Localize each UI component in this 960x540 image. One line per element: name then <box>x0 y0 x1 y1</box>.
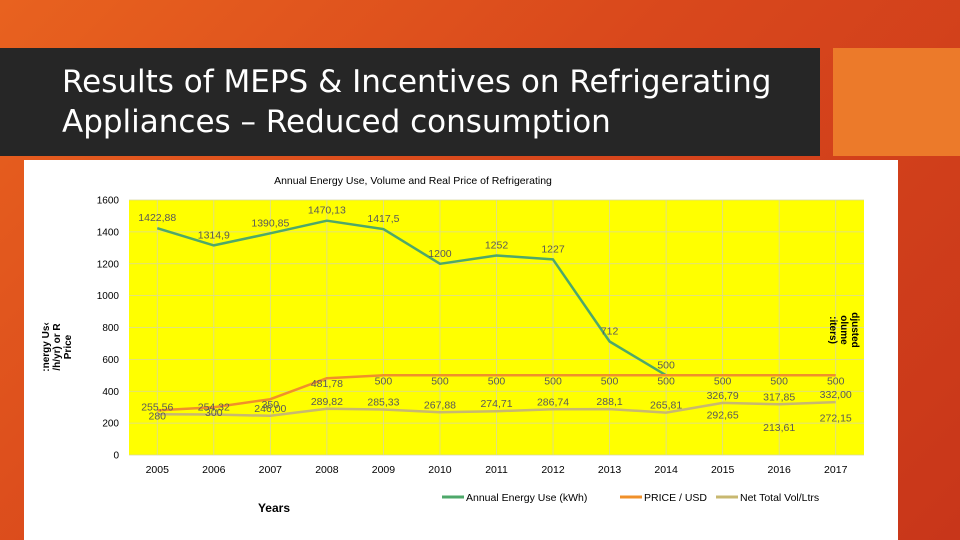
data-label: 500 <box>770 375 788 387</box>
x-tick-label: 2016 <box>768 464 792 476</box>
data-labels: 1422,88 1314,9 1390,85 1470,13 1417,5 1200 125… <box>138 205 852 434</box>
data-label: 1200 <box>428 248 452 260</box>
price-line <box>157 374 836 412</box>
data-label: 500 <box>657 359 675 371</box>
x-tick-label: 2017 <box>824 464 848 476</box>
x-tick-label: 2012 <box>541 464 565 476</box>
data-label: 1422,88 <box>138 212 176 224</box>
x-tick-label: 2006 <box>202 464 226 476</box>
x-tick-label: 2014 <box>654 464 678 476</box>
data-label: 292,65 <box>707 409 739 421</box>
title-band <box>0 48 820 156</box>
x-tick-label: 2011 <box>485 464 508 476</box>
data-label: 286,74 <box>537 396 569 408</box>
x-tick-label: 2007 <box>259 464 283 476</box>
chart-title: Annual Energy Use, Volume and Real Price… <box>274 175 552 187</box>
data-label: 712 <box>601 326 619 338</box>
data-label: 255,56 <box>141 401 173 413</box>
grid <box>129 199 864 456</box>
data-label: 1390,85 <box>251 217 289 229</box>
data-label: 317,85 <box>763 391 795 403</box>
net-volume-line <box>157 400 836 418</box>
data-label: 500 <box>375 375 393 387</box>
chart-card: Annual Energy Use, Volume and Real Price… <box>24 160 898 540</box>
x-tick-label: 2010 <box>428 464 452 476</box>
energy-use-line <box>156 219 667 377</box>
slide-title: Results of MEPS & Incentives on Refriger… <box>62 62 812 142</box>
accent-box <box>833 48 960 156</box>
y-tick-label: 800 <box>102 323 119 334</box>
y2-axis-label: djustedolume:iters) <box>827 312 860 348</box>
data-label: 326,79 <box>707 390 739 402</box>
x-tick-label: 2013 <box>598 464 622 476</box>
y-tick-label: 1600 <box>97 196 120 207</box>
y-tick-label: 600 <box>102 355 119 366</box>
data-label: 500 <box>544 375 562 387</box>
x-tick-label: 2005 <box>146 464 170 476</box>
data-label: 1314,9 <box>198 229 230 241</box>
data-label: 1252 <box>485 239 509 251</box>
data-label: 285,33 <box>367 397 399 409</box>
data-label: 481,78 <box>311 378 343 390</box>
data-label: 254,32 <box>198 401 230 413</box>
data-label: 288,1 <box>596 396 622 408</box>
x-tick-label: 2008 <box>315 464 339 476</box>
data-label: 500 <box>657 375 675 387</box>
data-label: 1227 <box>541 243 565 255</box>
legend-label: Net Total Vol/Ltrs <box>740 492 819 504</box>
data-label: 274,71 <box>480 398 512 410</box>
data-label: 500 <box>488 375 506 387</box>
legend-label: Annual Energy Use (kWh) <box>466 492 587 504</box>
data-label: 500 <box>827 375 845 387</box>
legend: Annual Energy Use (kWh) PRICE / USD Net To… <box>442 492 819 504</box>
y-tick-label: 1400 <box>97 227 120 238</box>
slide-title-line-2: Appliances – Reduced consumption <box>62 104 611 140</box>
data-label: 280 <box>149 410 167 422</box>
series-lines <box>156 219 836 418</box>
data-label: 246,00 <box>254 403 286 415</box>
data-label: 300 <box>205 407 223 419</box>
y-axis-ticks: 0 200 400 600 800 1000 1200 1400 1600 <box>97 196 120 462</box>
y-tick-label: 400 <box>102 387 119 398</box>
data-label: 289,82 <box>311 396 343 408</box>
x-axis-ticks: 2005 2006 2007 2008 2009 2010 2011 2012 2013 2014… <box>146 464 848 476</box>
y-tick-label: 200 <box>102 419 119 430</box>
energy-price-volume-chart: Annual Energy Use, Volume and Real Price… <box>41 175 864 515</box>
data-label: 332,00 <box>820 389 852 401</box>
data-label: 500 <box>714 375 732 387</box>
data-label: 213,61 <box>763 422 795 434</box>
y-tick-label: 1000 <box>97 291 120 302</box>
data-label: 500 <box>601 375 619 387</box>
y-tick-label: 1200 <box>97 259 120 270</box>
x-tick-label: 2015 <box>711 464 735 476</box>
data-label: 265,81 <box>650 400 682 412</box>
x-axis-label: Years <box>258 501 290 515</box>
y-axis-label: :nergy Us‹/h/yr) or RPrice <box>41 322 74 371</box>
legend-label: PRICE / USD <box>644 492 707 504</box>
slide-title-line-1: Results of MEPS & Incentives on Refriger… <box>62 64 772 100</box>
data-label: 267,88 <box>424 399 456 411</box>
data-label: 272,15 <box>820 413 852 425</box>
data-label: 500 <box>431 375 449 387</box>
data-label: 1417,5 <box>367 213 399 225</box>
y-tick-label: 0 <box>113 451 119 462</box>
data-label: 350 <box>262 399 280 411</box>
data-label: 1470,13 <box>308 205 346 217</box>
x-tick-label: 2009 <box>372 464 396 476</box>
